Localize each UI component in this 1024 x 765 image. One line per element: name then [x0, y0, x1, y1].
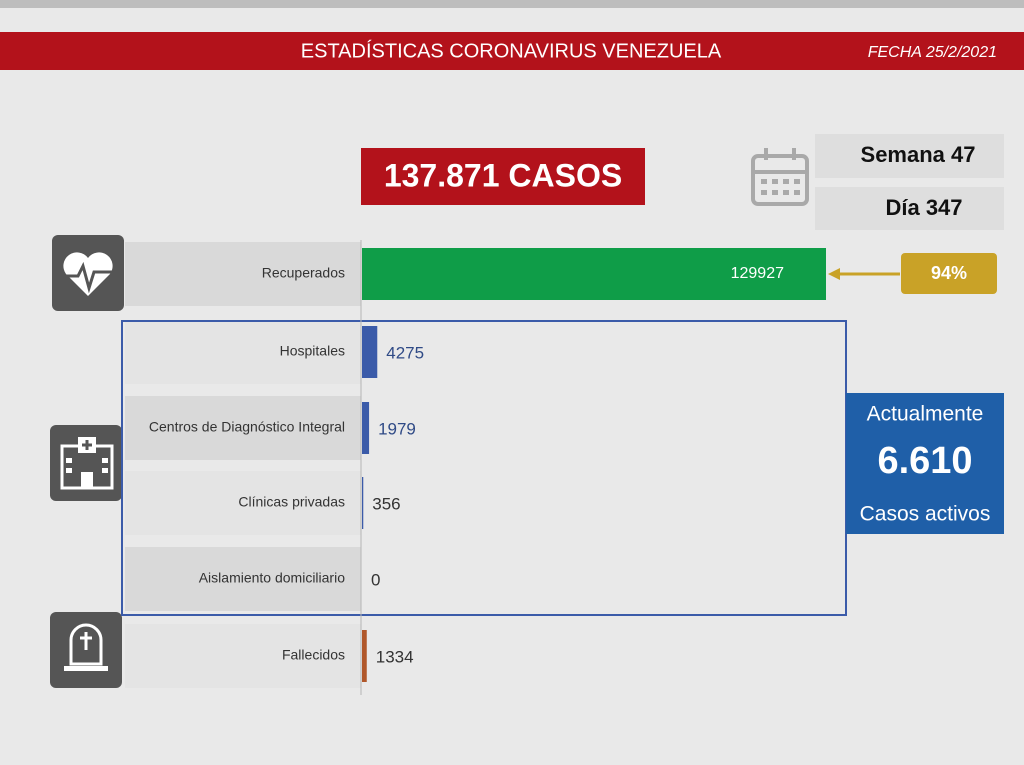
week: Semana 47	[861, 142, 976, 167]
recovered-share: 94%	[931, 263, 967, 283]
header-date: FECHA 25/2/2021	[868, 44, 997, 61]
category-panel	[125, 624, 361, 688]
total-box	[361, 148, 645, 205]
bar	[362, 326, 378, 378]
day: Día 347	[885, 195, 962, 220]
active-label-bottom: Casos activos	[860, 503, 991, 526]
value-label: 356	[372, 494, 400, 513]
category-label: Hospitales	[280, 343, 345, 359]
category-panel	[125, 547, 361, 611]
active-label-top: Actualmente	[867, 403, 984, 426]
bar	[362, 402, 370, 454]
hospital-icon	[50, 425, 122, 501]
bar	[362, 630, 367, 682]
value-label: 4275	[386, 343, 424, 362]
top-strip	[0, 0, 1024, 8]
active-count: 6.610	[877, 440, 972, 482]
header-banner	[0, 32, 1024, 70]
category-label: Centros de Diagnóstico Integral	[149, 419, 345, 435]
value-label: 1334	[376, 647, 414, 666]
value-label: 0	[371, 570, 380, 589]
category-panel	[125, 396, 361, 460]
category-label: Clínicas privadas	[238, 494, 345, 510]
header-title: ESTADÍSTICAS CORONAVIRUS VENEZUELA	[301, 39, 722, 62]
value-label: 129927	[731, 265, 784, 282]
value-label: 1979	[378, 419, 416, 438]
total-cases: 137.871 CASOS	[384, 157, 622, 193]
bar-chart: Recuperados 129927 Hospitales 4275 Centros d…	[125, 242, 826, 688]
category-panel	[125, 242, 361, 306]
category-panel	[125, 320, 361, 384]
week-box	[815, 134, 1004, 178]
heart-icon	[52, 235, 124, 311]
bar	[362, 248, 826, 300]
grave-icon	[50, 612, 122, 688]
calendar-icon	[751, 148, 809, 206]
arrow-head	[828, 268, 840, 280]
active-box	[846, 393, 1004, 534]
bar	[362, 477, 364, 529]
category-panel	[125, 471, 361, 535]
day-box	[815, 187, 1004, 230]
category-label: Fallecidos	[282, 647, 345, 663]
share-box	[901, 253, 997, 294]
category-label: Recuperados	[262, 265, 345, 281]
category-label: Aislamiento domiciliario	[199, 570, 345, 586]
